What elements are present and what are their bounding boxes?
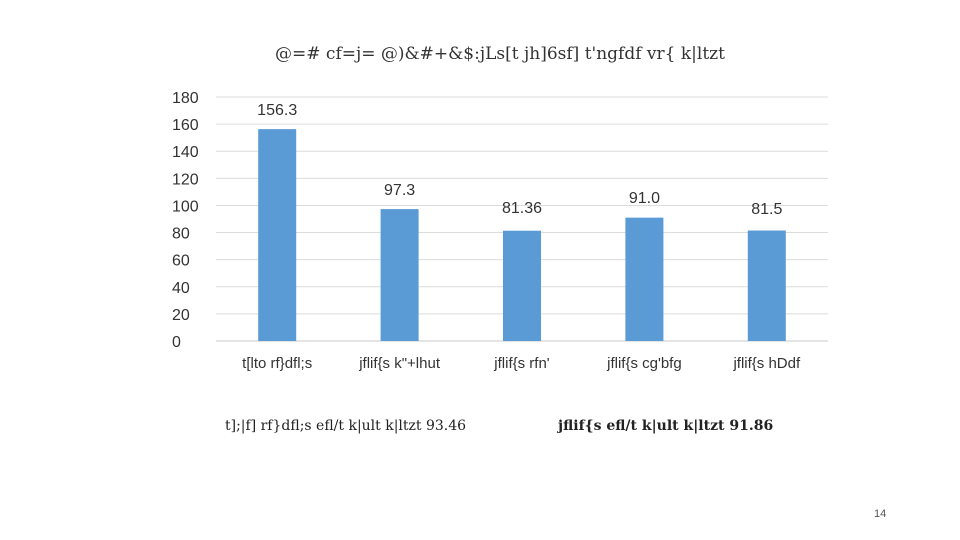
data-label: 156.3 bbox=[257, 102, 297, 119]
y-axis: 0 20 40 60 80 100 120 140 160 180 bbox=[172, 90, 199, 351]
x-axis: t[lto rf}dfl;s jflif{s k"+lhut jflif{s rfn… bbox=[242, 355, 801, 372]
bar bbox=[747, 230, 786, 341]
x-tick-label: jflif{s hDdf bbox=[732, 355, 801, 372]
y-tick-label: 120 bbox=[172, 171, 199, 188]
x-tick-label: jflif{s rfn' bbox=[493, 355, 550, 372]
y-tick-label: 140 bbox=[172, 144, 199, 161]
left-note: t];|f] rf}dfl;s efl/t k|ult k|ltzt 93.46 bbox=[225, 418, 467, 434]
data-label: 81.36 bbox=[502, 200, 542, 217]
page-number: 14 bbox=[874, 508, 887, 520]
bar bbox=[380, 209, 419, 341]
x-tick-label: jflif{s cg'bfg bbox=[606, 355, 682, 372]
y-tick-label: 160 bbox=[172, 117, 199, 134]
data-label: 91.0 bbox=[629, 190, 660, 207]
y-tick-label: 60 bbox=[172, 253, 190, 270]
bar bbox=[258, 129, 297, 341]
data-label: 81.5 bbox=[751, 201, 782, 218]
data-label: 97.3 bbox=[384, 182, 415, 199]
bar bbox=[503, 230, 541, 341]
y-tick-label: 40 bbox=[172, 280, 190, 297]
y-tick-label: 20 bbox=[172, 307, 190, 324]
y-tick-label: 180 bbox=[172, 90, 199, 107]
y-tick-label: 80 bbox=[172, 226, 190, 243]
bar bbox=[625, 217, 664, 341]
y-tick-label: 0 bbox=[172, 334, 181, 351]
x-tick-label: t[lto rf}dfl;s bbox=[242, 355, 312, 372]
chart-title: @=# cf=j= @)&#+&$:jLs[t jh]6sf] t'ngfdf … bbox=[275, 44, 725, 64]
y-tick-label: 100 bbox=[172, 198, 199, 215]
data-labels: 156.3 97.3 81.36 91.0 81.5 bbox=[257, 102, 782, 218]
bars bbox=[258, 129, 786, 341]
x-tick-label: jflif{s k"+lhut bbox=[358, 355, 441, 372]
right-note: jflif{s efl/t k|ult k|ltzt 91.86 bbox=[558, 418, 774, 434]
